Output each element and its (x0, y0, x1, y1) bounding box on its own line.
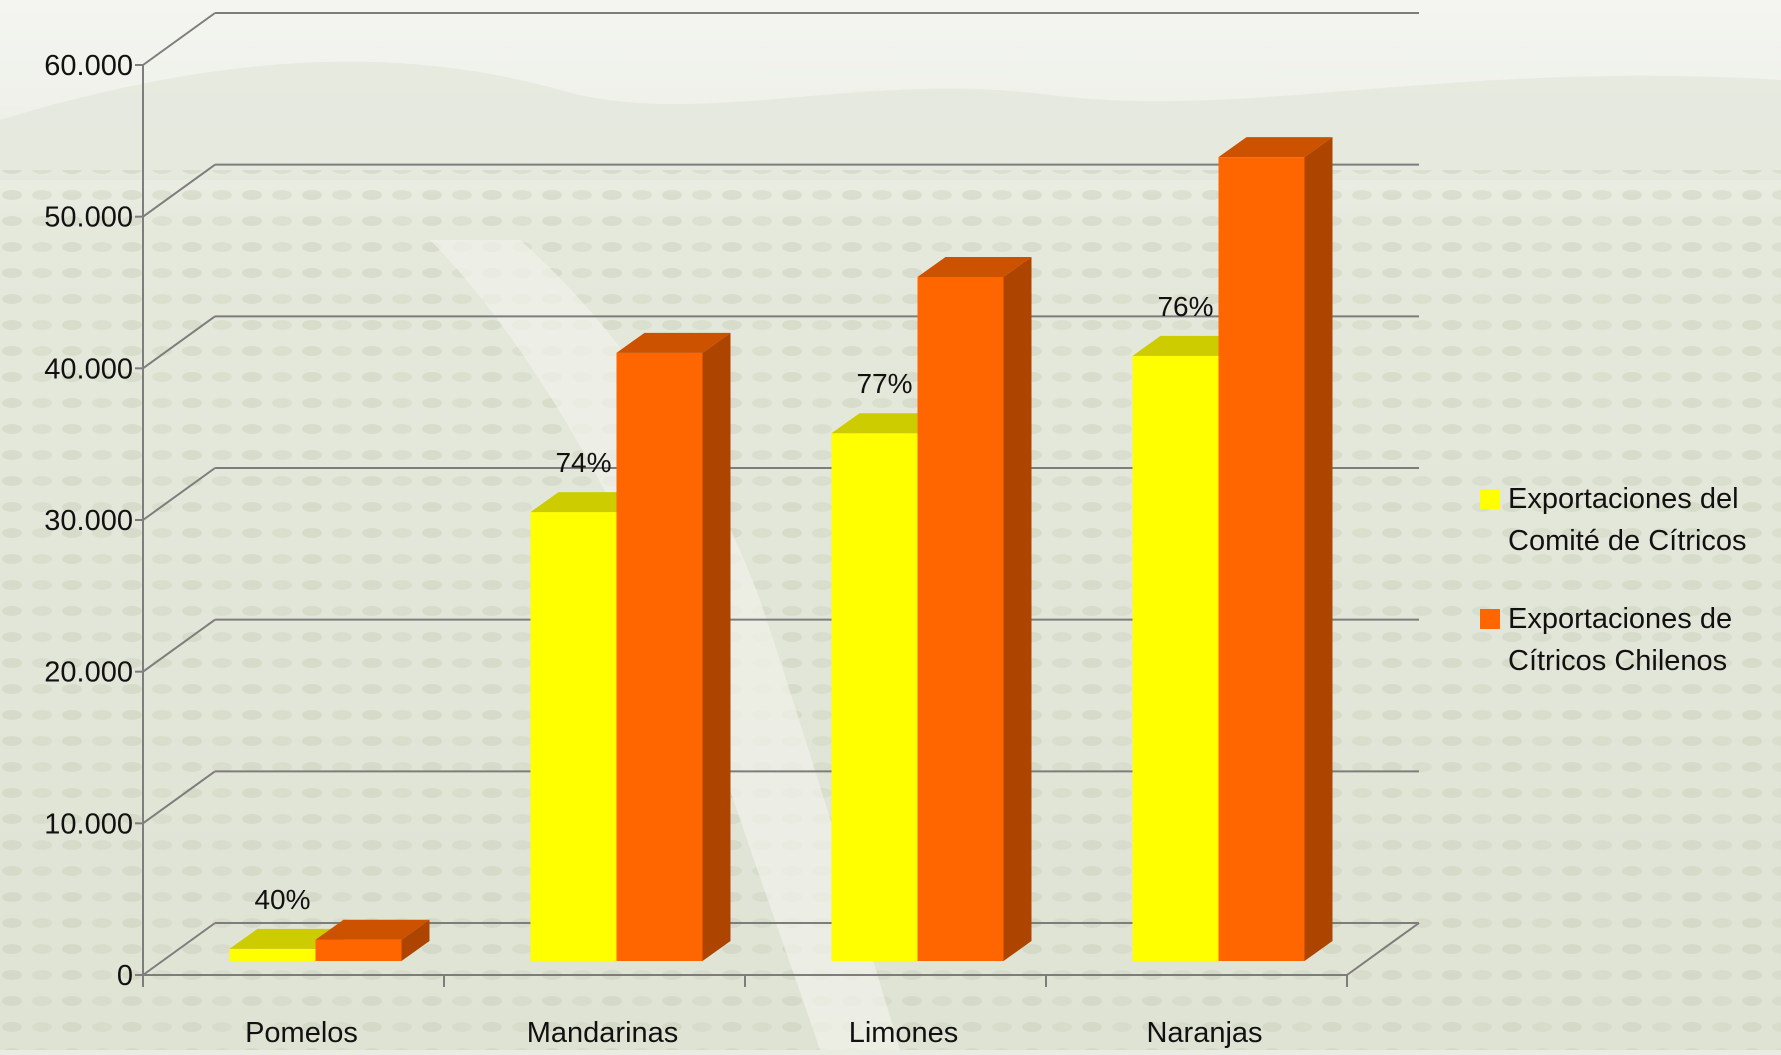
bar-side-face (702, 332, 731, 962)
bar-pomelos-series-2 (315, 919, 430, 961)
data-label: 40% (254, 884, 310, 915)
gridline-side (142, 467, 216, 521)
bar-front-face (831, 433, 918, 961)
y-tick-label: 40.000 (44, 353, 133, 385)
y-tick-label: 10.000 (44, 808, 133, 840)
x-tick-label: Limones (849, 1017, 959, 1049)
bar-side-face (1003, 256, 1032, 961)
x-tick-label: Pomelos (245, 1017, 358, 1049)
bars: 40% 74% 77% 76% (229, 137, 1333, 962)
legend-label: Cítricos Chilenos (1508, 645, 1727, 677)
y-tick-label: 20.000 (44, 657, 133, 689)
legend: Exportaciones del Comité de Cítricos Expor… (1480, 483, 1747, 677)
bar-top-face (530, 492, 645, 513)
bar-front-face (616, 352, 703, 962)
bar-front-face (229, 948, 316, 961)
bar-mandarinas-series-1 (530, 492, 645, 961)
x-axis: Pomelos Mandarinas Limones Naranjas (142, 922, 1420, 1049)
bar-mandarinas-series-2 (616, 332, 731, 962)
gridline-side (142, 163, 216, 218)
legend-swatch (1480, 489, 1500, 509)
y-tick-label: 60.000 (44, 50, 133, 82)
bar-top-face (616, 332, 731, 353)
bar-side-face (1304, 137, 1333, 961)
bar-naranjas-series-2 (1218, 137, 1333, 961)
bar-top-face (229, 928, 344, 949)
legend-label: Exportaciones de (1508, 603, 1732, 635)
bar-front-face (917, 276, 1004, 961)
x-tick-label: Naranjas (1146, 1017, 1262, 1049)
gridline-side (142, 315, 216, 370)
bar-limones-series-2 (917, 256, 1032, 961)
gridline-side (142, 618, 216, 673)
floor-edge (1346, 922, 1420, 976)
data-label: 77% (856, 368, 912, 399)
data-label: 76% (1157, 291, 1213, 322)
bar-front-face (315, 939, 402, 961)
gridline-side (142, 922, 216, 976)
bar-side-face (401, 919, 430, 961)
legend-label: Exportaciones del (1508, 483, 1739, 515)
gridline-side (142, 12, 216, 66)
bar-top-face (1132, 335, 1247, 356)
y-tick-label: 0 (117, 960, 133, 992)
legend-swatch (1480, 609, 1500, 629)
y-tick-label: 50.000 (44, 202, 133, 234)
bar-front-face (1132, 355, 1219, 962)
y-tick-label: 30.000 (44, 505, 133, 537)
gridline-side (142, 770, 216, 825)
bar-front-face (530, 512, 617, 961)
bar-top-face (1218, 137, 1333, 158)
bar-front-face (1218, 157, 1305, 961)
bar-top-face (315, 919, 430, 940)
legend-label: Comité de Cítricos (1508, 525, 1747, 557)
bar-top-face (831, 413, 946, 434)
bar-top-face (917, 256, 1032, 277)
x-tick-label: Mandarinas (527, 1017, 679, 1049)
data-label: 74% (555, 447, 611, 478)
